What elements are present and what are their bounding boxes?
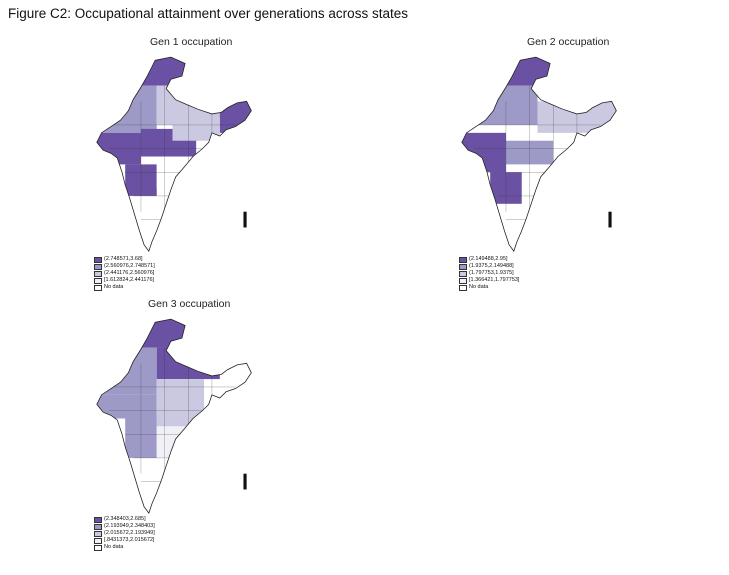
panel-title: Gen 3 occupation xyxy=(148,298,231,310)
legend-gen2: (2.149488,2.95] (1.9375,2.149488] (1.797… xyxy=(459,256,519,291)
legend-item: [.8431373,2.015672] xyxy=(94,537,155,544)
legend-item: No data xyxy=(94,544,155,551)
india-map-gen3 xyxy=(96,318,252,514)
india-map-gen1 xyxy=(96,56,252,252)
legend-item: (2.149488,2.95] xyxy=(459,256,519,263)
legend-item: (1.797753,1.9375] xyxy=(459,270,519,277)
legend-item: (2.015672,2.193949] xyxy=(94,530,155,537)
figure-title: Figure C2: Occupational attainment over … xyxy=(8,6,408,21)
legend-item: (2.441176,2.560976] xyxy=(94,270,155,277)
legend-item: (2.348403,2.685] xyxy=(94,516,155,523)
legend-item: (2.560976,2.748571] xyxy=(94,263,155,270)
legend-gen1: (2.748571,3.68] (2.560976,2.748571] (2.4… xyxy=(94,256,155,291)
panel-title: Gen 1 occupation xyxy=(150,36,233,48)
legend-item: [1.612824,2.441176] xyxy=(94,277,155,284)
legend-item: No data xyxy=(459,284,519,291)
panel-gen1: Gen 1 occupation (2.748571,3.68] (2.5609… xyxy=(90,36,320,296)
panel-gen2: Gen 2 occupation (2.149488,2.95] (1.9375… xyxy=(455,36,685,296)
legend-item: (2.748571,3.68] xyxy=(94,256,155,263)
legend-item: (2.193949,2.348403] xyxy=(94,523,155,530)
legend-item: [1.366421,1.797753] xyxy=(459,277,519,284)
legend-item: (1.9375,2.149488] xyxy=(459,263,519,270)
india-map-gen2 xyxy=(461,56,617,252)
panel-title: Gen 2 occupation xyxy=(527,36,610,48)
legend-item: No data xyxy=(94,284,155,291)
legend-gen3: (2.348403,2.685] (2.193949,2.348403] (2.… xyxy=(94,516,155,551)
panel-gen3: Gen 3 occupation (2.348403,2.685] (2.193… xyxy=(90,298,320,568)
